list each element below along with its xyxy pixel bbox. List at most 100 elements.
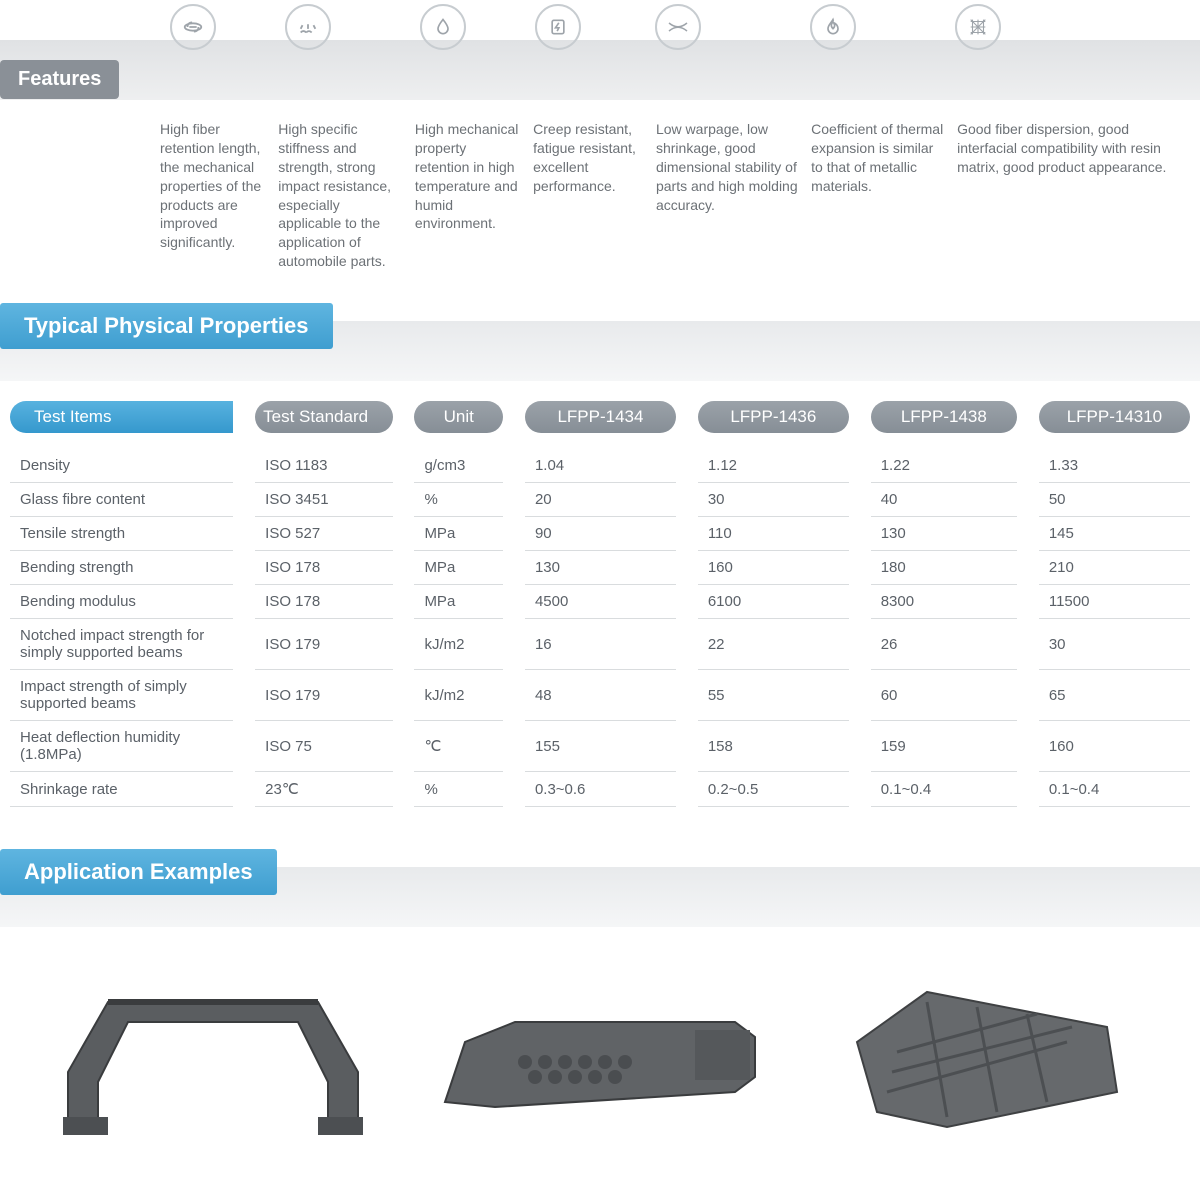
- table-cell: Notched impact strength for simply suppo…: [10, 619, 233, 670]
- table-cell: %: [414, 772, 503, 807]
- features-bar: Features: [0, 40, 1200, 100]
- table-cell: kJ/m2: [414, 619, 503, 670]
- table-cell: 4500: [525, 585, 676, 619]
- table-cell: ISO 178: [255, 551, 392, 585]
- th-lfpp1436: LFPP-1436: [698, 401, 849, 433]
- features-icons: [160, 4, 1200, 50]
- table-cell: ISO 75: [255, 721, 392, 772]
- table-cell: ISO 179: [255, 670, 392, 721]
- table-cell: 11500: [1039, 585, 1190, 619]
- table-cell: ISO 1183: [255, 449, 392, 483]
- table-row: Density ISO 1183 g/cm3 1.04 1.12 1.22 1.33: [10, 449, 1190, 483]
- table-cell: 0.2~0.5: [698, 772, 849, 807]
- table-row: Shrinkage rate23℃%0.3~0.60.2~0.50.1~0.40…: [10, 772, 1190, 807]
- table-cell: 23℃: [255, 772, 392, 807]
- table-cell: MPa: [414, 585, 503, 619]
- table-cell: 1.12: [698, 449, 849, 483]
- table-cell: 6100: [698, 585, 849, 619]
- table-cell: 130: [871, 517, 1017, 551]
- table-cell: 50: [1039, 483, 1190, 517]
- table-row: Notched impact strength for simply suppo…: [10, 619, 1190, 670]
- table-cell: 48: [525, 670, 676, 721]
- table-cell: 160: [1039, 721, 1190, 772]
- warpage-icon: [655, 4, 701, 50]
- table-cell: 16: [525, 619, 676, 670]
- table-cell: 30: [698, 483, 849, 517]
- table-cell: 1.33: [1039, 449, 1190, 483]
- table-cell: 0.3~0.6: [525, 772, 676, 807]
- feature-text: High mechanical property retention in hi…: [415, 120, 533, 271]
- table-cell: 0.1~0.4: [871, 772, 1017, 807]
- table-cell: Glass fibre content: [10, 483, 233, 517]
- example-dashboard-bracket: [430, 967, 770, 1147]
- table-cell: ISO 179: [255, 619, 392, 670]
- th-test-standard: Test Standard: [255, 401, 392, 433]
- table-cell: 8300: [871, 585, 1017, 619]
- table-cell: 158: [698, 721, 849, 772]
- table-cell: ISO 178: [255, 585, 392, 619]
- typical-props-bar: Typical Physical Properties: [0, 321, 1200, 381]
- table-cell: g/cm3: [414, 449, 503, 483]
- table-cell: 159: [871, 721, 1017, 772]
- table-cell: Bending strength: [10, 551, 233, 585]
- table-cell: MPa: [414, 517, 503, 551]
- table-cell: 1.22: [871, 449, 1017, 483]
- feature-text: Coefficient of thermal expansion is simi…: [811, 120, 957, 271]
- table-row: Tensile strength ISO 527 MPa 90 110 130 145: [10, 517, 1190, 551]
- table-cell: Density: [10, 449, 233, 483]
- table-cell: MPa: [414, 551, 503, 585]
- table-row: Bending modulus ISO 178 MPa 4500 6100 8300 115…: [10, 585, 1190, 619]
- table-row: Bending strengthISO 178MPa130160180210: [10, 551, 1190, 585]
- table-cell: 65: [1039, 670, 1190, 721]
- th-unit: Unit: [414, 401, 503, 433]
- table-cell: ISO 527: [255, 517, 392, 551]
- table-cell: Bending modulus: [10, 585, 233, 619]
- table-cell: 110: [698, 517, 849, 551]
- table-cell: 155: [525, 721, 676, 772]
- table-cell: 90: [525, 517, 676, 551]
- table-cell: 55: [698, 670, 849, 721]
- table-header-row: Test Items Test Standard Unit LFPP-1434 …: [10, 401, 1190, 433]
- feature-text: High specific stiffness and strength, st…: [278, 120, 415, 271]
- table-cell: 22: [698, 619, 849, 670]
- table-cell: 30: [1039, 619, 1190, 670]
- table-cell: 210: [1039, 551, 1190, 585]
- th-lfpp1438: LFPP-1438: [871, 401, 1017, 433]
- table-cell: Impact strength of simply supported beam…: [10, 670, 233, 721]
- th-lfpp1434: LFPP-1434: [525, 401, 676, 433]
- link-icon: [170, 4, 216, 50]
- table-cell: kJ/m2: [414, 670, 503, 721]
- feature-text: Good fiber dispersion, good interfacial …: [957, 120, 1200, 271]
- properties-table: Test Items Test Standard Unit LFPP-1434 …: [10, 401, 1190, 807]
- table-cell: %: [414, 483, 503, 517]
- table-cell: ISO 3451: [255, 483, 392, 517]
- table-cell: 60: [871, 670, 1017, 721]
- features-label: Features: [0, 60, 119, 99]
- drop-icon: [420, 4, 466, 50]
- table-cell: Heat deflection humidity (1.8MPa): [10, 721, 233, 772]
- th-lfpp14310: LFPP-14310: [1039, 401, 1190, 433]
- example-seat-pan: [817, 967, 1157, 1147]
- features-text-row: High fiber retention length, the mechani…: [0, 100, 1200, 301]
- table-cell: 40: [871, 483, 1017, 517]
- table-cell: 1.04: [525, 449, 676, 483]
- table-cell: 130: [525, 551, 676, 585]
- flame-icon: [810, 4, 856, 50]
- feature-text: Low warpage, low shrinkage, good dimensi…: [656, 120, 811, 271]
- impact-icon: [285, 4, 331, 50]
- bolt-icon: [535, 4, 581, 50]
- table-row: Impact strength of simply supported beam…: [10, 670, 1190, 721]
- table-cell: Shrinkage rate: [10, 772, 233, 807]
- app-examples-title: Application Examples: [0, 849, 277, 895]
- example-front-end-carrier: [43, 967, 383, 1147]
- table-row: Heat deflection humidity (1.8MPa) ISO 75 ℃…: [10, 721, 1190, 772]
- table-cell: 160: [698, 551, 849, 585]
- typical-props-title: Typical Physical Properties: [0, 303, 333, 349]
- table-cell: 20: [525, 483, 676, 517]
- mesh-icon: [955, 4, 1001, 50]
- th-test-items: Test Items: [10, 401, 233, 433]
- table-cell: ℃: [414, 721, 503, 772]
- app-examples-bar: Application Examples: [0, 867, 1200, 927]
- table-cell: Tensile strength: [10, 517, 233, 551]
- table-cell: 145: [1039, 517, 1190, 551]
